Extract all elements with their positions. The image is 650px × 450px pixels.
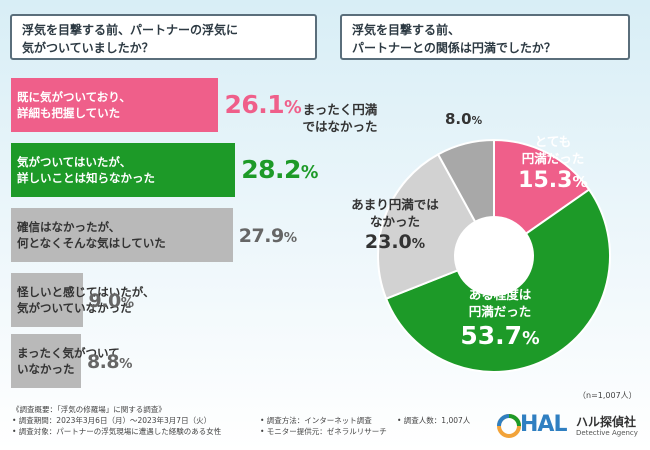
pie-value-1: 15.3% — [518, 168, 588, 193]
bar-label-4: 怪しいと感じてはいたが、 気がついていなかった — [17, 285, 155, 315]
pie-value-3: 23.0% — [364, 231, 426, 253]
bar-1 — [11, 78, 219, 132]
company-logo: HAL ハル探偵社 Detective Agency — [496, 412, 646, 440]
bar-value-3: 27.9% — [238, 225, 297, 247]
pie-label-1: とても 円満だった — [521, 134, 585, 166]
logo-sub: Detective Agency — [576, 429, 638, 437]
logo-name: ハル探偵社 — [576, 415, 637, 429]
footer-monitor: • モニター提供元：ゼネラルリサーチ — [260, 427, 387, 436]
pie-value-2: 53.7% — [460, 321, 540, 350]
right-chart-title: 浮気を目撃する前、 パートナーとの関係は円満でしたか？ — [340, 14, 630, 60]
bar-value-5: 8.8% — [86, 351, 132, 373]
pie-value-4: 8.0% — [445, 110, 483, 128]
sample-size-note: （n=1,007人） — [578, 391, 637, 400]
logo-circle-icon — [497, 414, 521, 438]
bar-label-2: 気がついてはいたが、 詳しいことは知らなかった — [17, 155, 155, 185]
left-chart-title: 浮気を目撃する前、パートナーの浮気に 気がついていましたか？ — [10, 14, 317, 60]
footer-method: • 調査方法：インターネット調査 — [260, 416, 372, 425]
bar-3 — [11, 208, 233, 262]
footer-period: • 調査期間：2023年3月6日（月）～2023年3月7日（火） — [12, 416, 212, 425]
pie-label-4: まったく円満 ではなかった — [302, 102, 378, 134]
bar-2 — [11, 143, 236, 197]
bar-5 — [11, 334, 81, 388]
bar-value-2: 28.2% — [241, 155, 318, 184]
bar-value-4: 9.0% — [88, 290, 134, 312]
donut-hole — [454, 216, 534, 296]
logo-mark: HAL — [520, 412, 567, 437]
footer-target: • 調査対象：パートナーの浮気現場に遭遇した経験のある女性 — [12, 427, 222, 436]
pie-label-2: ある程度は 円満だった — [468, 287, 532, 319]
pie-label-3: あまり円満では なかった — [351, 197, 439, 229]
footer-count: • 調査人数：1,007人 — [397, 416, 471, 425]
bar-label-1: 既に気がついており、 詳細も把握していた — [17, 90, 131, 120]
bar-label-5: まったく気がついて いなかった — [17, 346, 120, 376]
bar-label-3: 確信はなかったが、 何となくそんな気はしていた — [17, 220, 166, 250]
bar-4 — [11, 273, 83, 327]
bar-value-1: 26.1% — [224, 90, 302, 119]
footer-heading: 《調査概要：「浮気の修羅場」に関する調査》 — [12, 405, 166, 414]
